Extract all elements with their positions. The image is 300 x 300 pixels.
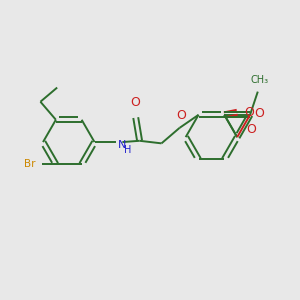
Text: N: N (117, 140, 126, 150)
Text: O: O (254, 107, 264, 120)
Text: O: O (244, 106, 254, 119)
Text: H: H (124, 145, 132, 155)
Text: CH₃: CH₃ (251, 75, 269, 85)
Text: O: O (177, 109, 186, 122)
Text: Br: Br (24, 159, 36, 170)
Text: O: O (246, 123, 256, 136)
Text: O: O (130, 96, 140, 109)
